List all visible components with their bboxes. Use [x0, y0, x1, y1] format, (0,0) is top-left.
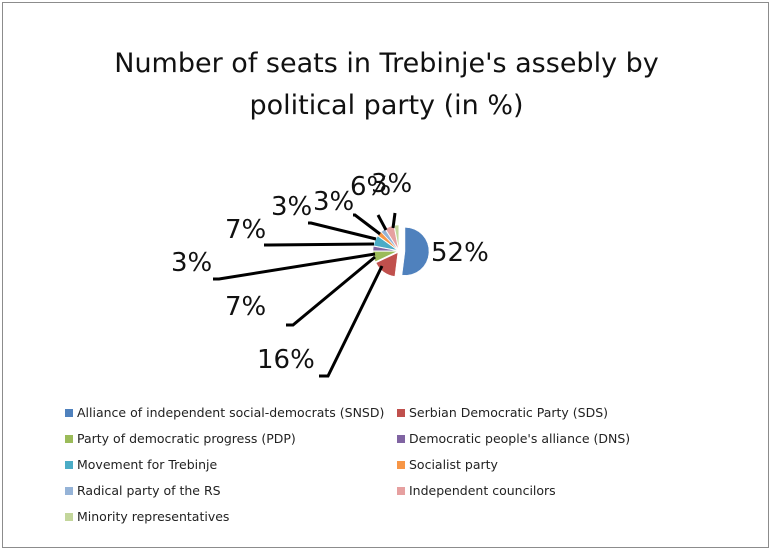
leader-line	[286, 255, 376, 327]
chart-title-line-2: political party (in %)	[249, 90, 524, 121]
legend-swatch	[65, 409, 73, 417]
chart-title-line-1: Number of seats in Trebinje's assebly by	[114, 48, 659, 79]
legend-label: Alliance of independent social-democrats…	[77, 405, 385, 420]
legend-swatch	[65, 461, 73, 469]
leader-line	[213, 252, 376, 281]
legend-swatch	[65, 435, 73, 443]
data-label: 16%	[257, 345, 315, 375]
leader-line	[376, 214, 388, 231]
legend-swatch	[65, 487, 73, 495]
legend-label: Party of democratic progress (PDP)	[77, 431, 296, 446]
pie-chart: 52%16%7%3%7%3% 3%6%3%	[171, 169, 489, 378]
legend-swatch	[397, 409, 405, 417]
chart-title: Number of seats in Trebinje's assebly by…	[3, 43, 770, 127]
legend-swatch	[397, 435, 405, 443]
data-label: 3%	[313, 187, 354, 217]
legend-label: Serbian Democratic Party (SDS)	[409, 405, 609, 420]
pie-slice	[401, 227, 430, 276]
leader-line	[391, 212, 397, 229]
legend-label: Radical party of the RS	[77, 483, 221, 498]
legend-entry: Party of democratic progress (PDP)	[65, 431, 296, 447]
legend-swatch	[65, 513, 73, 521]
legend-entry: Movement for Trebinje	[65, 457, 217, 473]
legend-swatch	[397, 461, 405, 469]
legend-entry: Democratic people's alliance (DNS)	[397, 431, 630, 447]
data-label: 7%	[225, 215, 266, 245]
legend-entry: Alliance of independent social-democrats…	[65, 405, 384, 421]
leader-line	[353, 213, 381, 236]
legend-entry: Independent councilors	[397, 483, 556, 499]
leader-line	[264, 242, 375, 247]
data-label: 3%	[371, 169, 412, 199]
pie-slice	[375, 252, 399, 277]
legend-swatch	[397, 487, 405, 495]
data-label: 3%	[171, 248, 212, 278]
data-label: 6%	[350, 172, 391, 202]
legend-entry: Radical party of the RS	[65, 483, 221, 499]
legend-label: Movement for Trebinje	[77, 457, 218, 472]
legend-label: Minority representatives	[77, 509, 230, 524]
legend-label: Socialist party	[409, 457, 498, 472]
data-label: 52%	[431, 238, 489, 268]
data-label: 7%	[225, 292, 266, 322]
legend-entry: Socialist party	[397, 457, 498, 473]
legend-entry: Serbian Democratic Party (SDS)	[397, 405, 608, 421]
leader-line	[308, 221, 377, 241]
data-label: 3%	[271, 192, 312, 222]
legend-label: Independent councilors	[409, 483, 556, 498]
pie-slice	[373, 235, 398, 251]
legend-entry: Minority representatives	[65, 509, 229, 525]
leader-line	[319, 265, 384, 378]
pie-slice	[372, 246, 398, 252]
legend-label: Democratic people's alliance (DNS)	[409, 431, 631, 446]
